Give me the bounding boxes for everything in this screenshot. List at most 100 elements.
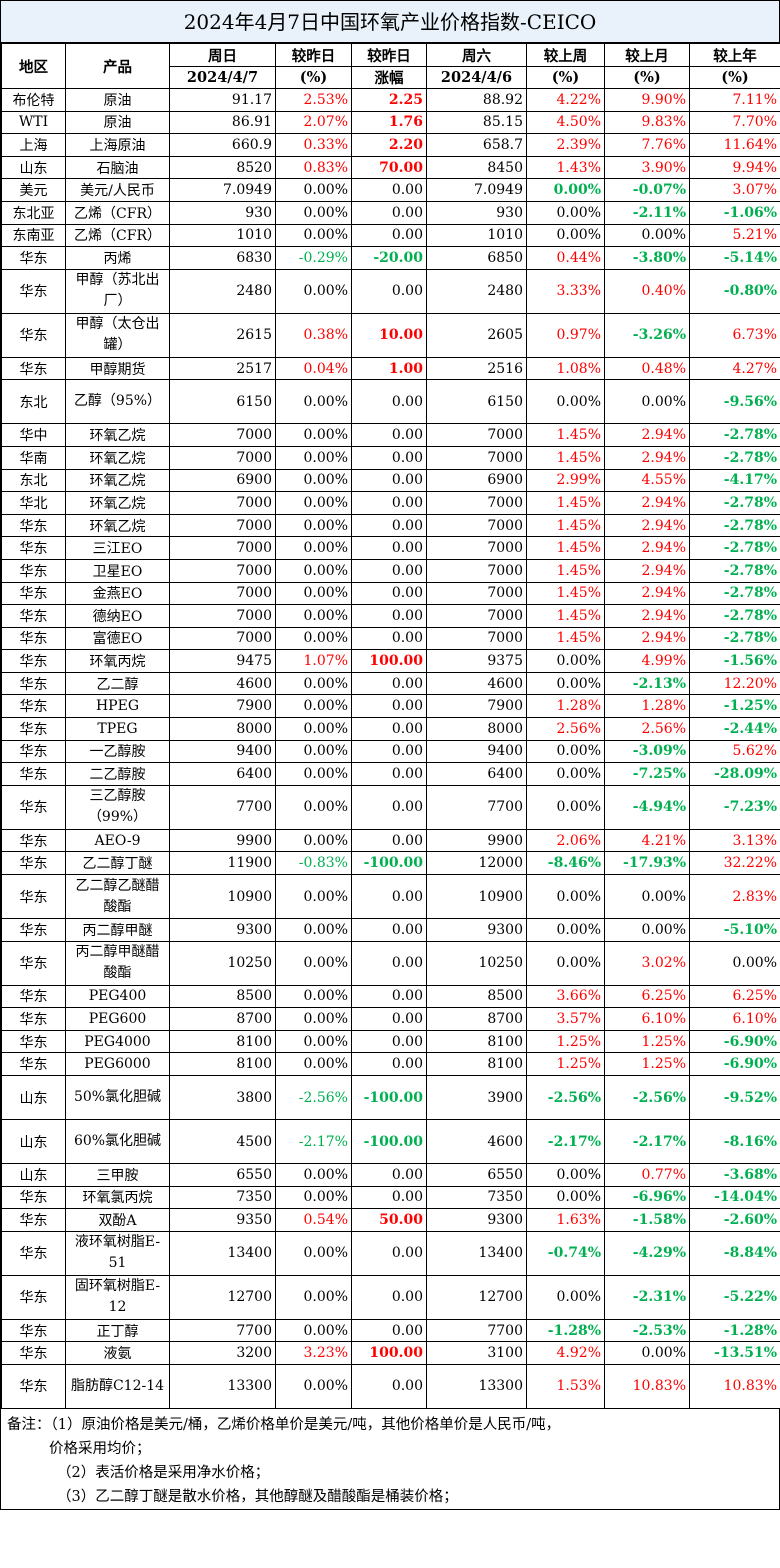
table-row: 华东 双酚A 9350 0.54% 50.00 9300 1.63% -1.58% -2.60% xyxy=(1,1208,780,1232)
cell-vs-yesterday-amt: 0.00 xyxy=(351,762,427,786)
cell-vs-last-month: -3.09% xyxy=(604,739,690,764)
cell-vs-last-week: 1.45% xyxy=(526,513,605,538)
cell-vs-last-year: -8.16% xyxy=(689,1119,780,1164)
cell-sunday-price: 13400 xyxy=(169,1230,276,1276)
cell-region: 华东 xyxy=(1,268,66,314)
cell-vs-yesterday-pct: 0.00% xyxy=(275,739,352,764)
cell-vs-last-month: -1.58% xyxy=(604,1208,690,1232)
table-row: 美元 美元/人民币 7.0949 0.00% 0.00 7.0949 0.00% -0.07%… xyxy=(1,178,780,202)
cell-vs-last-month: -6.96% xyxy=(604,1185,690,1210)
cell-region: 华东 xyxy=(1,581,66,606)
cell-region: 华东 xyxy=(1,536,66,560)
cell-vs-last-week: 1.25% xyxy=(526,1052,605,1076)
cell-saturday-price: 9900 xyxy=(426,828,527,853)
header-product: 产品 xyxy=(65,43,170,89)
header-vs-yesterday-amt: 较昨日 xyxy=(351,43,427,67)
cell-vs-last-month: 2.94% xyxy=(604,491,690,515)
cell-product: 一乙醇胺 xyxy=(65,739,170,764)
cell-product: PEG4000 xyxy=(65,1029,170,1054)
cell-saturday-price: 7350 xyxy=(426,1185,527,1210)
cell-vs-yesterday-amt: 0.00 xyxy=(351,828,427,853)
table-row: 华东 一乙醇胺 9400 0.00% 0.00 9400 0.00% -3.09% 5.62% xyxy=(1,739,780,764)
cell-vs-yesterday-pct: 0.00% xyxy=(275,1052,352,1076)
cell-vs-yesterday-pct: 0.00% xyxy=(275,423,352,447)
cell-vs-last-month: -17.93% xyxy=(604,851,690,876)
cell-vs-last-year: -9.52% xyxy=(689,1075,780,1120)
cell-product: 环氧丙烷 xyxy=(65,649,170,673)
cell-sunday-price: 7000 xyxy=(169,536,276,560)
cell-sunday-price: 3800 xyxy=(169,1075,276,1120)
cell-saturday-price: 2480 xyxy=(426,268,527,314)
cell-vs-yesterday-amt: -100.00 xyxy=(351,851,427,876)
cell-vs-last-month: 1.25% xyxy=(604,1052,690,1076)
cell-vs-yesterday-pct: 0.00% xyxy=(275,717,352,741)
cell-vs-yesterday-pct: 0.00% xyxy=(275,379,352,425)
cell-vs-yesterday-amt: -100.00 xyxy=(351,1075,427,1120)
cell-product: 原油 xyxy=(65,88,170,112)
cell-vs-last-week: 3.57% xyxy=(526,1007,605,1031)
cell-vs-last-week: 1.25% xyxy=(526,1029,605,1054)
cell-region: 华北 xyxy=(1,491,66,515)
cell-product: 三乙醇胺（99%） xyxy=(65,784,170,830)
cell-saturday-price: 9300 xyxy=(426,918,527,942)
cell-region: 华东 xyxy=(1,739,66,764)
table-row: 华东 PEG400 8500 0.00% 0.00 8500 3.66% 6.25% 6.25% xyxy=(1,984,780,1009)
cell-vs-last-month: 4.55% xyxy=(604,468,690,493)
cell-vs-last-week: 0.00% xyxy=(526,178,605,202)
cell-region: 山东 xyxy=(1,1163,66,1187)
cell-vs-yesterday-amt: 70.00 xyxy=(351,155,427,180)
cell-vs-last-year: -2.78% xyxy=(689,513,780,538)
cell-vs-yesterday-amt: 0.00 xyxy=(351,626,427,651)
table-row: 华东 液氨 3200 3.23% 100.00 3100 4.92% 0.00% -13.51% xyxy=(1,1341,780,1365)
cell-product: 丙烯 xyxy=(65,246,170,270)
cell-vs-last-week: 2.39% xyxy=(526,133,605,157)
cell-saturday-price: 7000 xyxy=(426,558,527,583)
cell-vs-yesterday-pct: 0.00% xyxy=(275,694,352,719)
table-row: 华东 甲醇（太仓出罐） 2615 0.38% 10.00 2605 0.97% -3.26% 6… xyxy=(1,312,780,358)
cell-vs-last-month: 0.40% xyxy=(604,268,690,314)
cell-vs-last-month: -4.94% xyxy=(604,784,690,830)
cell-vs-yesterday-amt: 0.00 xyxy=(351,423,427,447)
cell-region: 华东 xyxy=(1,1274,66,1320)
cell-region: 山东 xyxy=(1,155,66,180)
cell-vs-last-month: 2.94% xyxy=(604,423,690,447)
cell-saturday-price: 6150 xyxy=(426,379,527,425)
cell-product: 环氧乙烷 xyxy=(65,468,170,493)
cell-sunday-price: 4500 xyxy=(169,1119,276,1164)
cell-sunday-price: 660.9 xyxy=(169,133,276,157)
cell-vs-last-week: 1.45% xyxy=(526,491,605,515)
cell-product: PEG6000 xyxy=(65,1052,170,1076)
cell-vs-last-year: -1.28% xyxy=(689,1318,780,1343)
cell-sunday-price: 9400 xyxy=(169,739,276,764)
cell-vs-last-month: 10.83% xyxy=(604,1363,690,1409)
cell-product: 乙二醇 xyxy=(65,671,170,696)
table-row: 华东 液环氧树脂E-51 13400 0.00% 0.00 13400 -0.74% -4.2… xyxy=(1,1230,780,1276)
cell-vs-yesterday-pct: 0.00% xyxy=(275,1029,352,1054)
cell-sunday-price: 10250 xyxy=(169,940,276,986)
table-row: 山东 60%氯化胆碱 4500 -2.17% -100.00 4600 -2.17% -2.1… xyxy=(1,1119,780,1164)
cell-vs-last-week: -1.28% xyxy=(526,1318,605,1343)
cell-sunday-price: 9475 xyxy=(169,649,276,673)
cell-region: 华东 xyxy=(1,312,66,358)
table-row: 华东 环氧氯丙烷 7350 0.00% 0.00 7350 0.00% -6.96% -14.0… xyxy=(1,1185,780,1210)
cell-product: AEO-9 xyxy=(65,828,170,853)
cell-product: 乙烯（CFR） xyxy=(65,200,170,225)
cell-vs-last-week: 0.44% xyxy=(526,246,605,270)
cell-vs-yesterday-pct: 0.00% xyxy=(275,1007,352,1031)
cell-vs-last-month: 6.25% xyxy=(604,984,690,1009)
cell-saturday-price: 3100 xyxy=(426,1341,527,1365)
cell-vs-last-week: 0.00% xyxy=(526,918,605,942)
cell-vs-yesterday-pct: -2.17% xyxy=(275,1119,352,1164)
cell-vs-yesterday-amt: 0.00 xyxy=(351,717,427,741)
cell-sunday-price: 2615 xyxy=(169,312,276,358)
cell-region: 华东 xyxy=(1,717,66,741)
table-row: 华东 金燕EO 7000 0.00% 0.00 7000 1.45% 2.94% -2.78% xyxy=(1,581,780,606)
cell-vs-last-month: -2.56% xyxy=(604,1075,690,1120)
cell-vs-last-year: -8.84% xyxy=(689,1230,780,1276)
cell-sunday-price: 91.17 xyxy=(169,88,276,112)
cell-sunday-price: 6400 xyxy=(169,762,276,786)
cell-vs-last-week: 1.63% xyxy=(526,1208,605,1232)
cell-saturday-price: 658.7 xyxy=(426,133,527,157)
cell-saturday-price: 8100 xyxy=(426,1052,527,1076)
header-vs-last-week: 较上周 xyxy=(526,43,605,67)
